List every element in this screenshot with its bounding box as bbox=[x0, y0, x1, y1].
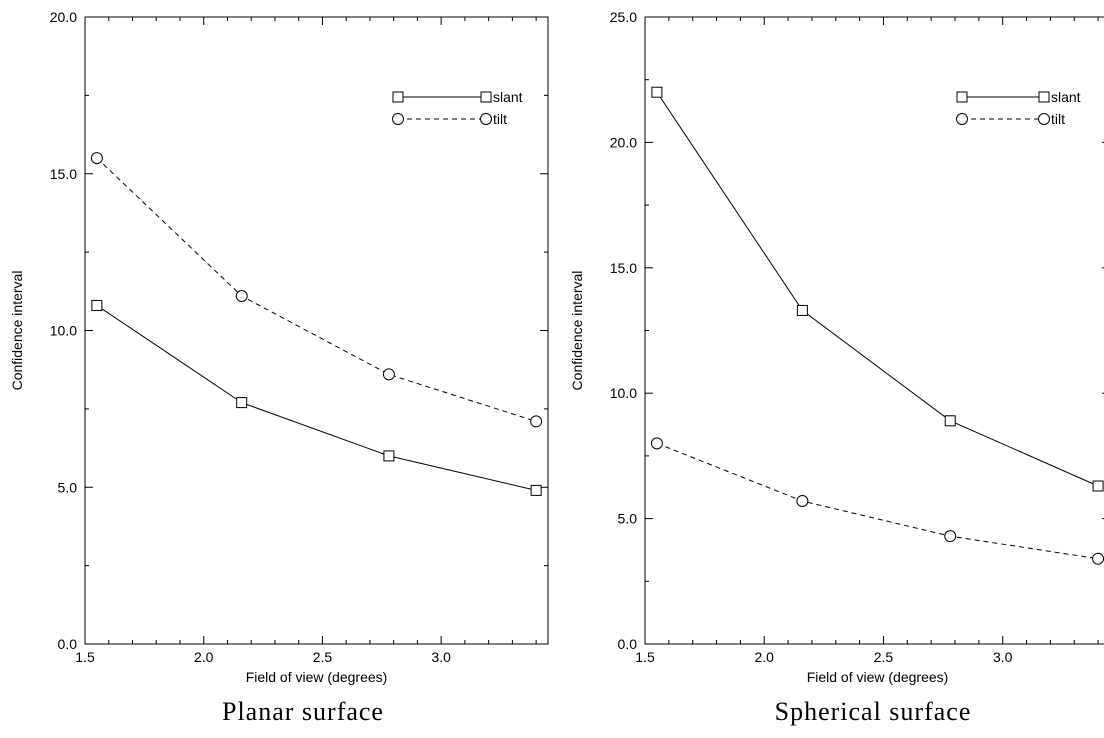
plot-frame bbox=[644, 16, 1104, 645]
x-tick-label: 2.0 bbox=[194, 649, 214, 665]
series-line-tilt bbox=[96, 157, 537, 422]
y-tick-label: 20.0 bbox=[50, 9, 77, 25]
data-point-slant bbox=[944, 415, 956, 427]
legend-label-slant: slant bbox=[1051, 89, 1081, 105]
data-point-tilt bbox=[235, 290, 248, 303]
legend-label-tilt: tilt bbox=[493, 111, 507, 127]
x-tick-label: 1.5 bbox=[635, 649, 655, 665]
y-tick-label: 15.0 bbox=[50, 166, 77, 182]
legend-marker-slant bbox=[392, 91, 404, 103]
chart-caption: Planar surface bbox=[222, 697, 384, 726]
data-point-slant bbox=[91, 299, 103, 311]
x-tick-label: 2.5 bbox=[874, 649, 894, 665]
data-point-slant bbox=[1092, 480, 1104, 492]
legend-marker-tilt bbox=[392, 113, 404, 125]
data-point-slant bbox=[651, 86, 663, 98]
plot-frame bbox=[84, 16, 549, 645]
y-tick-label: 5.0 bbox=[618, 511, 638, 527]
data-point-tilt bbox=[530, 415, 543, 428]
legend-marker-tilt bbox=[956, 113, 968, 125]
x-tick-label: 3.0 bbox=[431, 649, 451, 665]
x-axis-label: Field of view (degrees) bbox=[807, 669, 949, 685]
legend-label-slant: slant bbox=[493, 89, 523, 105]
legend-marker-slant bbox=[956, 91, 968, 103]
legend-marker-slant bbox=[1038, 91, 1050, 103]
spherical-surface-chart: 0.0 5.0 10.0 15.0 20.0 25.0 1.5 2.0 2.5 3.0 Field … bbox=[569, 9, 1104, 726]
legend-marker-slant bbox=[480, 91, 492, 103]
data-point-tilt bbox=[650, 437, 663, 450]
y-tick-label: 0.0 bbox=[618, 636, 638, 652]
chart-caption: Spherical surface bbox=[775, 697, 972, 726]
x-tick-label: 1.5 bbox=[75, 649, 95, 665]
legend-label-tilt: tilt bbox=[1051, 111, 1065, 127]
x-tick-label: 2.5 bbox=[313, 649, 333, 665]
data-point-tilt bbox=[796, 495, 809, 508]
y-axis-label: Confidence interval bbox=[9, 271, 25, 391]
x-tick-label: 2.0 bbox=[754, 649, 774, 665]
data-point-tilt bbox=[1092, 552, 1104, 565]
series-line-slant bbox=[656, 91, 1099, 487]
x-tick-label: 3.0 bbox=[993, 649, 1013, 665]
data-point-slant bbox=[796, 304, 808, 316]
series-line-slant bbox=[96, 305, 537, 491]
y-axis-label: Confidence interval bbox=[569, 271, 585, 391]
y-tick-label: 10.0 bbox=[610, 385, 637, 401]
y-tick-label: 5.0 bbox=[58, 479, 78, 495]
y-tick-label: 15.0 bbox=[610, 260, 637, 276]
series-line-tilt bbox=[656, 442, 1099, 560]
legend-marker-tilt bbox=[1038, 113, 1050, 125]
data-point-slant bbox=[530, 484, 542, 496]
x-axis-label: Field of view (degrees) bbox=[246, 669, 388, 685]
data-point-tilt bbox=[382, 368, 395, 381]
y-tick-label: 25.0 bbox=[610, 9, 637, 25]
y-tick-label: 0.0 bbox=[58, 636, 78, 652]
legend-marker-tilt bbox=[480, 113, 492, 125]
data-point-tilt bbox=[944, 530, 957, 543]
y-tick-label: 20.0 bbox=[610, 134, 637, 150]
planar-surface-chart: 0.0 5.0 10.0 15.0 20.0 1.5 2.0 2.5 3.0 Field of v… bbox=[9, 9, 549, 726]
data-point-slant bbox=[236, 397, 248, 409]
data-point-tilt bbox=[90, 152, 103, 165]
y-tick-label: 10.0 bbox=[50, 323, 77, 339]
data-point-slant bbox=[383, 450, 395, 462]
